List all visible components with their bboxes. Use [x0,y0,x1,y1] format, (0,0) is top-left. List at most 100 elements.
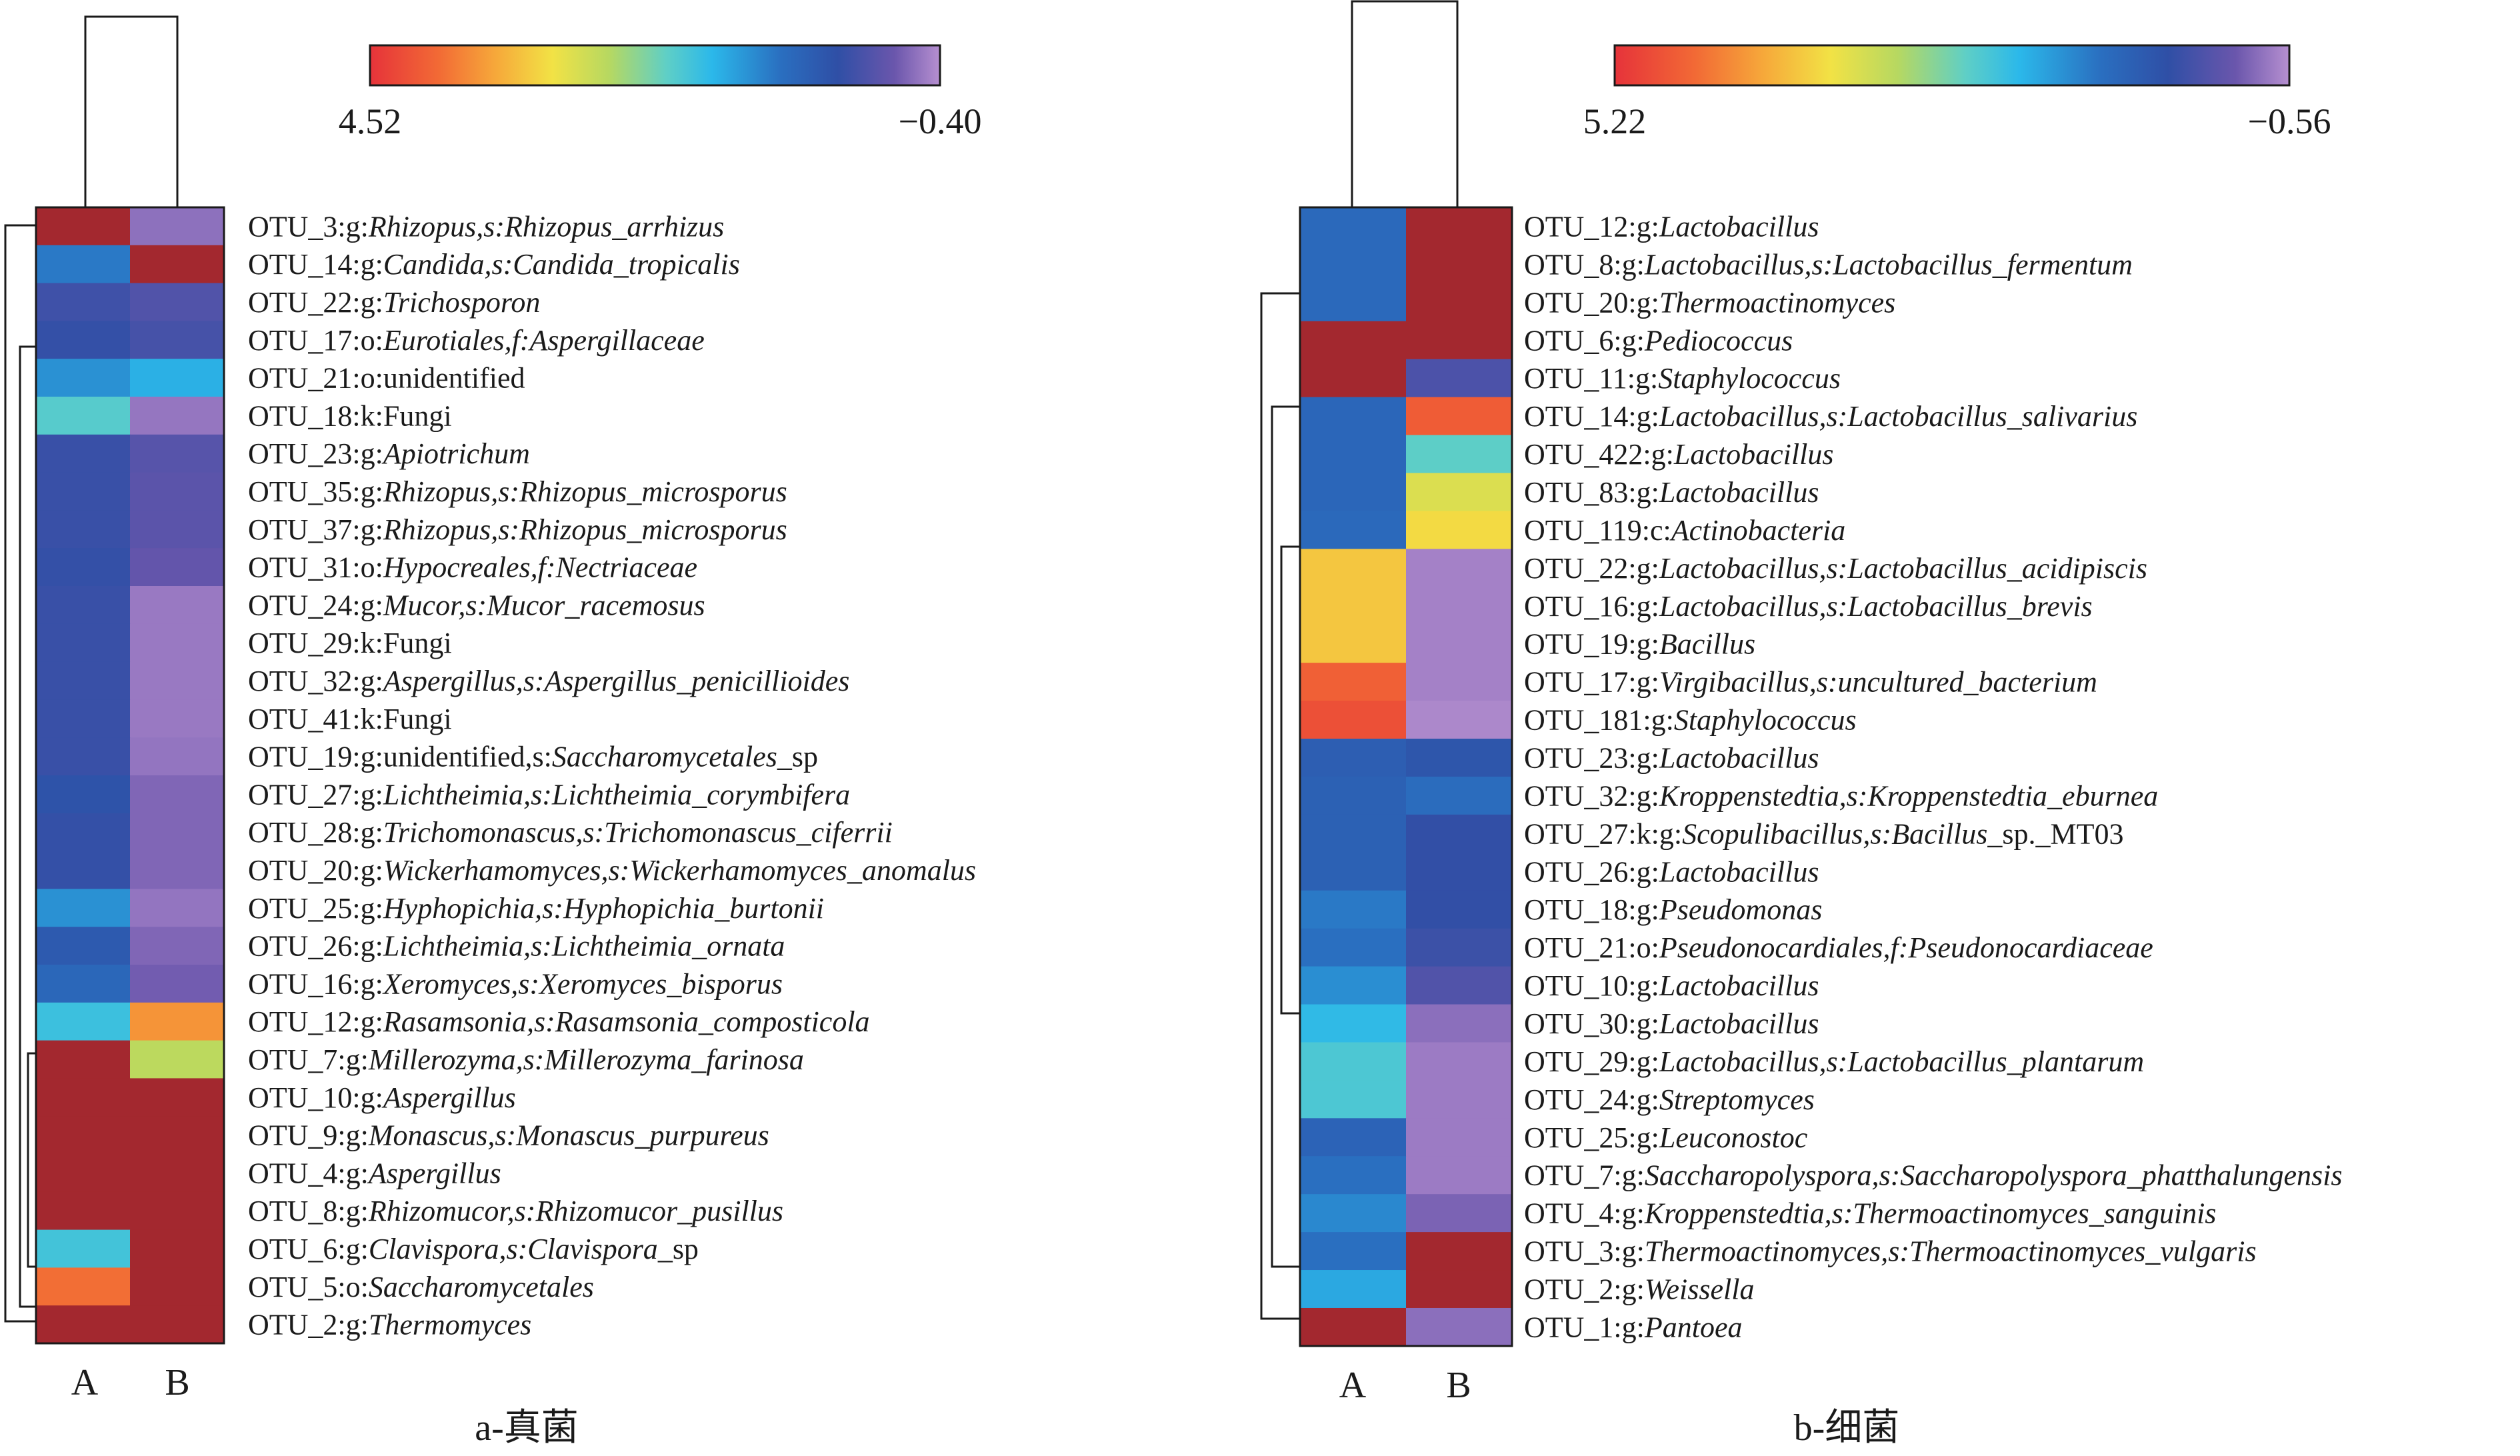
bacteria-heatmap-cell-13-b [1406,701,1513,739]
fungi-row-label: OTU_24:g:Mucor,s:Mucor_racemosus [248,589,705,621]
fungi-row-label: OTU_23:g:Apiotrichum [248,437,530,470]
fungi-heatmap-cell-7-a [36,472,131,511]
bacteria-row-label: OTU_6:g:Pediococcus [1524,324,1793,357]
bacteria-heatmap-cell-25-b [1406,1156,1513,1195]
bacteria-heatmap-cell-23-b [1406,1080,1513,1119]
fungi-heatmap-cell-23-b [130,1078,225,1117]
fungi-heatmap-cell-14-a [36,737,131,776]
bacteria-heatmap-cell-11-b [1406,625,1513,663]
fungi-heatmap-cell-0-a [36,207,131,246]
fungi-heatmap-cell-1-b [130,245,225,284]
bacteria-row-label: OTU_29:g:Lactobacillus,s:Lactobacillus_p… [1524,1045,2144,1078]
bacteria-heatmap-cell-29-a [1300,1307,1407,1347]
bacteria-heatmap-cell-5-b [1406,397,1513,436]
bacteria-heatmap-cell-22-b [1406,1042,1513,1081]
fungi-colorbar-min-label: −0.40 [899,101,982,141]
bacteria-heatmap-cell-24-a [1300,1118,1407,1157]
fungi-heatmap-cell-5-a [36,397,131,435]
fungi-colorbar-max-label: 4.52 [339,101,402,141]
bacteria-heatmap-cell-16-a [1300,814,1407,853]
fungi-row-label: OTU_17:o:Eurotiales,f:Aspergillaceae [248,324,705,357]
fungi-heatmap-cell-20-a [36,965,131,1003]
bacteria-row-label: OTU_1:g:Pantoea [1524,1311,1743,1343]
fungi-heatmap-cell-11-b [130,623,225,663]
bacteria-heatmap-cell-17-b [1406,852,1513,891]
bacteria-heatmap-cell-27-a [1300,1232,1407,1271]
fungi-heatmap-cell-29-a [36,1305,131,1344]
fungi-row-label: OTU_37:g:Rhizopus,s:Rhizopus_microsporus [248,513,787,546]
fungi-row-label: OTU_27:g:Lichtheimia,s:Lichtheimia_corym… [248,778,850,811]
fungi-heatmap-cell-15-b [130,775,225,814]
fungi-heatmap-cells [36,207,225,1344]
bacteria-row-labels: OTU_12:g:Lactobacillus OTU_8:g:Lactobacil… [1524,210,2342,1343]
fungi-heatmap-cell-25-a [36,1154,131,1193]
bacteria-row-label: OTU_30:g:Lactobacillus [1524,1007,1819,1040]
fungi-row-label: OTU_16:g:Xeromyces,s:Xeromyces_bisporus [248,967,783,1000]
fungi-heatmap-cell-1-a [36,245,131,284]
fungi-heatmap-cell-28-a [36,1267,131,1306]
bacteria-row-label: OTU_119:c:Actinobacteria [1524,514,1845,547]
bacteria-row-label: OTU_20:g:Thermoactinomyces [1524,286,1895,319]
bacteria-row-label: OTU_21:o:Pseudonocardiales,f:Pseudonocar… [1524,931,2153,964]
bacteria-heatmap-cell-23-a [1300,1080,1407,1119]
fungi-heatmap-cell-6-a [36,434,131,473]
fungi-row-label: OTU_18:k:Fungi [248,399,452,432]
bacteria-row-label: OTU_3:g:Thermoactinomyces,s:Thermoactino… [1524,1235,2257,1268]
fungi-row-label: OTU_12:g:Rasamsonia,s:Rasamsonia_compost… [248,1005,870,1038]
fungi-heatmap-cell-9-a [36,548,131,587]
fungi-heatmap-cell-24-b [130,1116,225,1155]
fungi-heatmap-cell-6-b [130,434,225,473]
bacteria-row-label: OTU_24:g:Streptomyces [1524,1083,1815,1116]
fungi-heatmap-cell-10-a [36,586,131,625]
bacteria-heatmap-cell-17-a [1300,852,1407,891]
fungi-row-label: OTU_31:o:Hypocreales,f:Nectriaceae [248,551,697,584]
fungi-heatmap-cell-27-b [130,1229,225,1268]
fungi-heatmap-cell-16-a [36,813,131,852]
fungi-heatmap-cell-0-b [130,207,225,246]
bacteria-heatmap-cell-12-a [1300,663,1407,701]
fungi-row-label: OTU_20:g:Wickerhamomyces,s:Wickerhamomyc… [248,854,976,887]
bacteria-heatmap-cell-10-b [1406,587,1513,625]
bacteria-heatmap-cell-15-b [1406,776,1513,815]
fungi-heatmap-cell-16-b [130,813,225,852]
bacteria-heatmap-cell-15-a [1300,776,1407,815]
fungi-heatmap-cell-5-b [130,397,225,435]
bacteria-heatmap-cell-19-a [1300,928,1407,967]
fungi-heatmap-cell-21-b [130,1002,225,1041]
fungi-heatmap-cell-12-a [36,661,131,700]
fungi-heatmap-cell-8-b [130,510,225,549]
fungi-heatmap-cell-3-a [36,321,131,359]
bacteria-row-label: OTU_22:g:Lactobacillus,s:Lactobacillus_a… [1524,552,2147,585]
fungi-heatmap-cell-27-a [36,1229,131,1268]
fungi-heatmap-cell-4-b [130,359,225,397]
fungi-colorbar [369,44,941,87]
fungi-row-label: OTU_14:g:Candida,s:Candida_tropicalis [248,248,740,281]
bacteria-heatmap-cell-14-a [1300,739,1407,777]
fungi-row-label: OTU_29:k:Fungi [248,627,452,659]
fungi-panel-caption: a-真菌 [475,1407,579,1449]
bacteria-row-label: OTU_16:g:Lactobacillus,s:Lactobacillus_b… [1524,590,2093,623]
fungi-heatmap-cell-24-a [36,1116,131,1155]
fungi-row-label: OTU_26:g:Lichtheimia,s:Lichtheimia_ornat… [248,930,785,963]
fungi-heatmap-cell-19-a [36,927,131,965]
bacteria-heatmap-cell-16-b [1406,814,1513,853]
bacteria-heatmap-cell-21-a [1300,1004,1407,1043]
bacteria-panel-caption: b-细菌 [1794,1407,1900,1449]
fungi-heatmap-cell-10-b [130,586,225,625]
fungi-row-label: OTU_7:g:Millerozyma,s:Millerozyma_farino… [248,1043,804,1076]
fungi-heatmap-cell-3-b [130,321,225,359]
fungi-heatmap-cell-20-b [130,965,225,1003]
fungi-heatmap-cell-21-a [36,1002,131,1041]
bacteria-heatmap-cell-21-b [1406,1004,1513,1043]
fungi-heatmap-cell-15-a [36,775,131,814]
bacteria-heatmap-cell-3-b [1406,321,1513,360]
bacteria-row-label: OTU_32:g:Kroppenstedtia,s:Kroppenstedtia… [1524,779,2158,812]
bacteria-heatmap-cell-25-a [1300,1156,1407,1195]
fungi-row-label: OTU_5:o:Saccharomycetales [248,1271,594,1303]
bacteria-heatmap-cell-6-b [1406,435,1513,474]
bacteria-row-label: OTU_181:g:Staphylococcus [1524,704,1857,737]
fungi-heatmap-frame [35,206,225,1345]
bacteria-heatmap-cell-20-a [1300,966,1407,1005]
bacteria-heatmap-cell-3-a [1300,321,1407,360]
bacteria-colorbar-max-label: 5.22 [1583,101,1647,141]
